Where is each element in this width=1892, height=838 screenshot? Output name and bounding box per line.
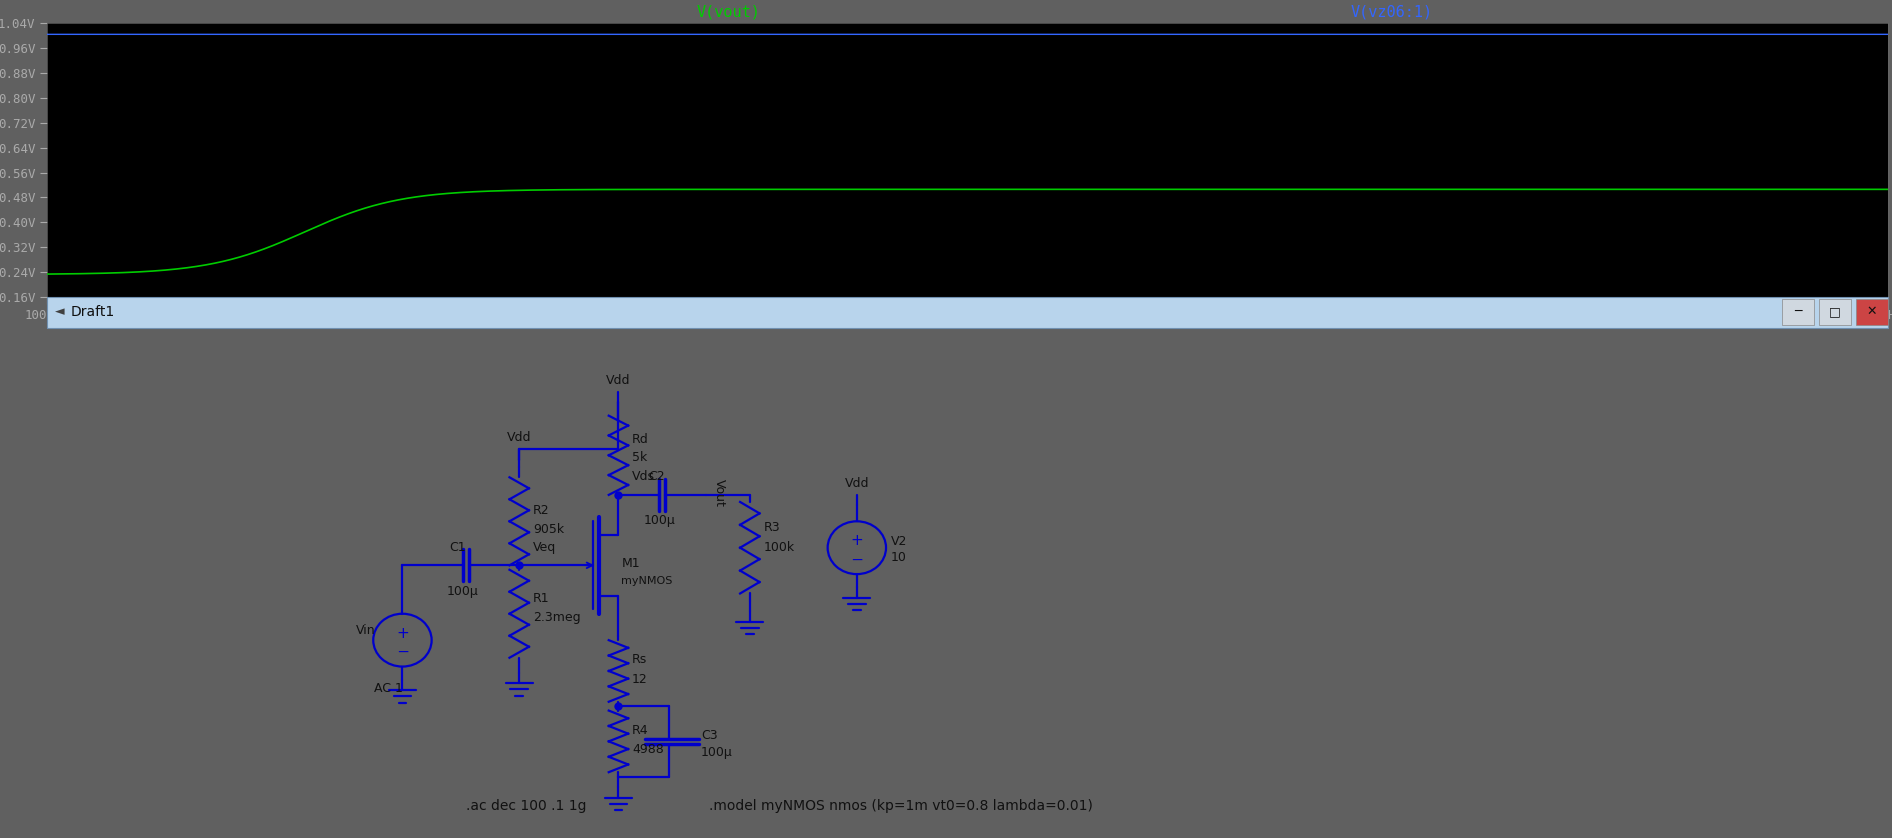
Text: 10: 10 (891, 551, 906, 564)
Bar (1856, 298, 1888, 325)
Text: 100μ: 100μ (702, 746, 732, 758)
Text: V(vout): V(vout) (696, 4, 761, 19)
Text: Vin: Vin (356, 624, 375, 638)
Text: ─: ─ (397, 645, 407, 660)
Text: 12: 12 (632, 673, 647, 685)
Text: Veq: Veq (534, 541, 556, 554)
Text: myNMOS: myNMOS (621, 576, 674, 586)
Text: Vdd: Vdd (605, 374, 630, 386)
Text: 100μ: 100μ (643, 515, 675, 527)
Text: V(vz06:1): V(vz06:1) (1351, 4, 1432, 19)
Text: 905k: 905k (534, 523, 564, 536)
Text: M1: M1 (621, 556, 639, 570)
Text: +: + (395, 626, 409, 640)
Text: ✕: ✕ (1866, 305, 1877, 318)
Text: AC 1: AC 1 (375, 682, 403, 696)
Text: □: □ (1830, 305, 1841, 318)
Text: 4988: 4988 (632, 743, 664, 756)
Text: R1: R1 (534, 592, 549, 605)
Text: R2: R2 (534, 504, 549, 517)
Text: .ac dec 100 .1 1g: .ac dec 100 .1 1g (465, 799, 587, 813)
Text: ─: ─ (1794, 305, 1801, 318)
Text: C2: C2 (649, 470, 664, 484)
Text: 5k: 5k (632, 451, 647, 464)
Text: C1: C1 (450, 541, 465, 554)
Text: R3: R3 (764, 521, 780, 535)
Text: Rd: Rd (632, 433, 649, 447)
Text: Rs: Rs (632, 654, 647, 666)
Text: Vdd: Vdd (844, 477, 868, 489)
Text: 2.3meg: 2.3meg (534, 611, 581, 624)
Text: Vdd: Vdd (507, 431, 532, 444)
Bar (47, 297, 1888, 328)
Text: 100μ: 100μ (447, 585, 479, 597)
Text: V2: V2 (891, 535, 908, 548)
Text: C3: C3 (702, 729, 717, 742)
Text: +: + (851, 533, 863, 548)
Text: ◄: ◄ (55, 305, 64, 318)
Bar (1782, 298, 1814, 325)
Text: 100k: 100k (764, 541, 795, 554)
Text: ─: ─ (851, 552, 861, 567)
Text: Vout: Vout (713, 479, 727, 507)
Text: .model myNMOS nmos (kp=1m vt0=0.8 lambda=0.01): .model myNMOS nmos (kp=1m vt0=0.8 lambda… (710, 799, 1094, 813)
Bar (1818, 298, 1850, 325)
Text: Vds: Vds (632, 470, 655, 484)
Text: Draft1: Draft1 (70, 305, 115, 318)
Text: R4: R4 (632, 724, 649, 737)
